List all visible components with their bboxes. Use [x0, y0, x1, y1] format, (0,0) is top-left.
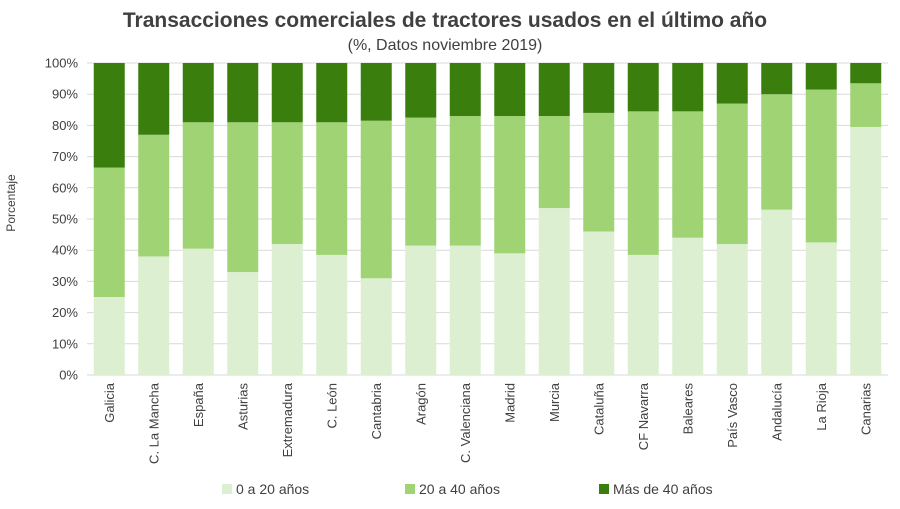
bar-segment [449, 63, 481, 117]
x-tick-label: País Vasco [725, 383, 740, 448]
bar-segment [583, 112, 615, 232]
bar-segment [182, 63, 214, 123]
bar-segment [93, 63, 125, 168]
x-tick-label: CF Navarra [636, 382, 651, 450]
chart-subtitle: (%, Datos noviembre 2019) [348, 37, 543, 54]
bar-segment [850, 83, 882, 127]
chart-title: Transacciones comerciales de tractores u… [123, 9, 767, 32]
legend-label: Más de 40 años [613, 481, 713, 497]
legend-swatch [222, 484, 232, 494]
bar-segment [360, 120, 392, 279]
bar-segment [494, 63, 526, 117]
bar-segment [850, 126, 882, 376]
bar-segment [538, 63, 570, 117]
bar-segment [627, 63, 659, 112]
y-tick-labels: 0% 10% 20% 30% 40% 50% 60% 70% 80% 90% 100% [45, 56, 79, 383]
bar-segment [182, 122, 214, 249]
bar-segment [138, 134, 170, 257]
x-tick-label: C. Valenciana [458, 382, 473, 463]
x-tick-label: Extremadura [280, 382, 295, 457]
x-tick-label: Baleares [680, 383, 695, 435]
y-axis-label: Porcentaje [4, 174, 18, 232]
bar-segment [93, 297, 125, 375]
x-tick-label: Galicia [102, 382, 117, 423]
bar-segment [227, 122, 259, 273]
bar-segment [271, 122, 303, 244]
bar-segment [405, 63, 437, 118]
bar-segment [227, 272, 259, 375]
x-tick-label: Aragón [413, 383, 428, 425]
y-tick-label: 20% [52, 305, 78, 320]
x-tick-label: Andalucía [769, 382, 784, 441]
bar-segment [227, 63, 259, 123]
bar-segment [405, 117, 437, 246]
x-tick-label: C. León [324, 383, 339, 429]
x-tick-label: Cantabria [369, 382, 384, 439]
x-tick-label: Madrid [502, 383, 517, 423]
bar-segment [538, 116, 570, 209]
gridlines [87, 62, 888, 376]
legend-label: 20 a 40 años [419, 481, 500, 497]
bar-segment [805, 242, 837, 375]
y-tick-label: 0% [59, 368, 78, 383]
bar-segment [761, 63, 793, 95]
bar-segment [761, 94, 793, 210]
bar-segment [360, 63, 392, 121]
y-tick-label: 70% [52, 149, 78, 164]
bar-segment [182, 248, 214, 375]
bar-segment [716, 243, 748, 375]
bar-segment [405, 245, 437, 375]
bar-segment [449, 245, 481, 375]
bar-segment [805, 89, 837, 243]
legend-label: 0 a 20 años [236, 481, 309, 497]
bar-segment [716, 103, 748, 244]
x-tick-label: Asturias [235, 383, 250, 430]
x-tick-labels: Galicia C. La Mancha España Asturias Extrema… [102, 382, 874, 464]
y-tick-label: 90% [52, 87, 78, 102]
bar-segment [583, 63, 615, 113]
bar-segment [360, 278, 392, 375]
bar-segment [494, 116, 526, 254]
y-tick-label: 10% [52, 336, 78, 351]
legend-swatch [599, 484, 609, 494]
bar-segment [271, 63, 303, 123]
y-tick-label: 50% [52, 212, 78, 227]
legend: 0 a 20 años 20 a 40 años Más de 40 años [222, 481, 713, 497]
y-tick-label: 80% [52, 118, 78, 133]
bar-segment [138, 63, 170, 135]
bar-segment [672, 237, 704, 375]
bar-segment [805, 63, 837, 90]
bar-segment [316, 122, 348, 255]
bar-segment [271, 243, 303, 375]
y-tick-label: 60% [52, 180, 78, 195]
bar-segment [138, 256, 170, 375]
y-tick-label: 30% [52, 274, 78, 289]
x-tick-label: España [191, 382, 206, 427]
bar-segment [850, 63, 882, 84]
bar-segment [494, 253, 526, 375]
bar-segment [716, 63, 748, 104]
x-tick-label: Cataluña [591, 382, 606, 435]
bar-segment [627, 111, 659, 255]
bar-segment [538, 208, 570, 375]
x-tick-label: Murcia [547, 382, 562, 422]
bar-segment [761, 209, 793, 375]
bars [93, 63, 882, 376]
bar-segment [93, 167, 125, 297]
x-tick-label: La Rioja [814, 382, 829, 430]
legend-swatch [405, 484, 415, 494]
x-tick-label: Canarias [858, 383, 873, 436]
bar-segment [627, 254, 659, 375]
x-tick-label: C. La Mancha [146, 382, 161, 464]
bar-segment [672, 111, 704, 238]
y-tick-label: 40% [52, 243, 78, 258]
y-tick-label: 100% [45, 56, 79, 71]
bar-segment [316, 63, 348, 123]
bar-segment [449, 116, 481, 246]
bar-segment [672, 63, 704, 112]
bar-segment [316, 254, 348, 375]
bar-segment [583, 231, 615, 375]
